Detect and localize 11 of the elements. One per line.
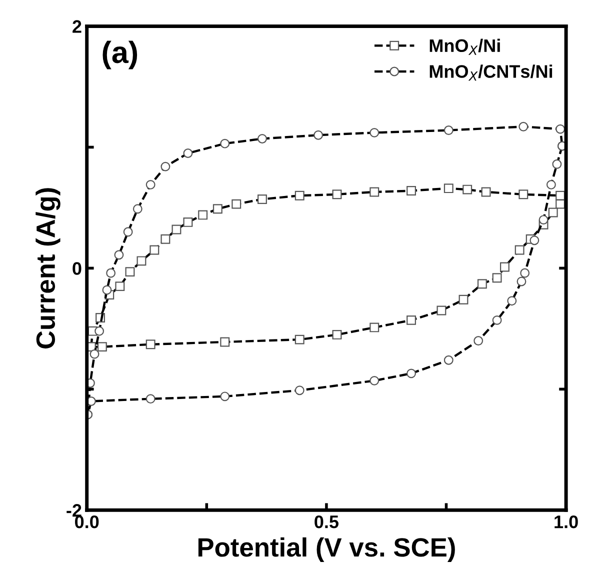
annotation: (a) bbox=[102, 40, 138, 70]
y-tick-label: -2 bbox=[66, 504, 82, 517]
y-tick-label: 0 bbox=[72, 262, 82, 275]
legend-label: MnO$_{X}$/Ni bbox=[430, 38, 500, 55]
x-tick-label: 0.0 bbox=[75, 515, 99, 528]
x-tick-label: 1.0 bbox=[554, 515, 578, 528]
legend-label: MnO$_{X}$/CNTs/Ni bbox=[430, 64, 552, 81]
x-axis-title: Potential (V vs. SCE) bbox=[198, 537, 455, 562]
y-tick-label: 2 bbox=[72, 20, 82, 33]
y-axis-title: Current (A/g) bbox=[36, 188, 60, 348]
x-tick-label: 0.5 bbox=[314, 515, 339, 528]
